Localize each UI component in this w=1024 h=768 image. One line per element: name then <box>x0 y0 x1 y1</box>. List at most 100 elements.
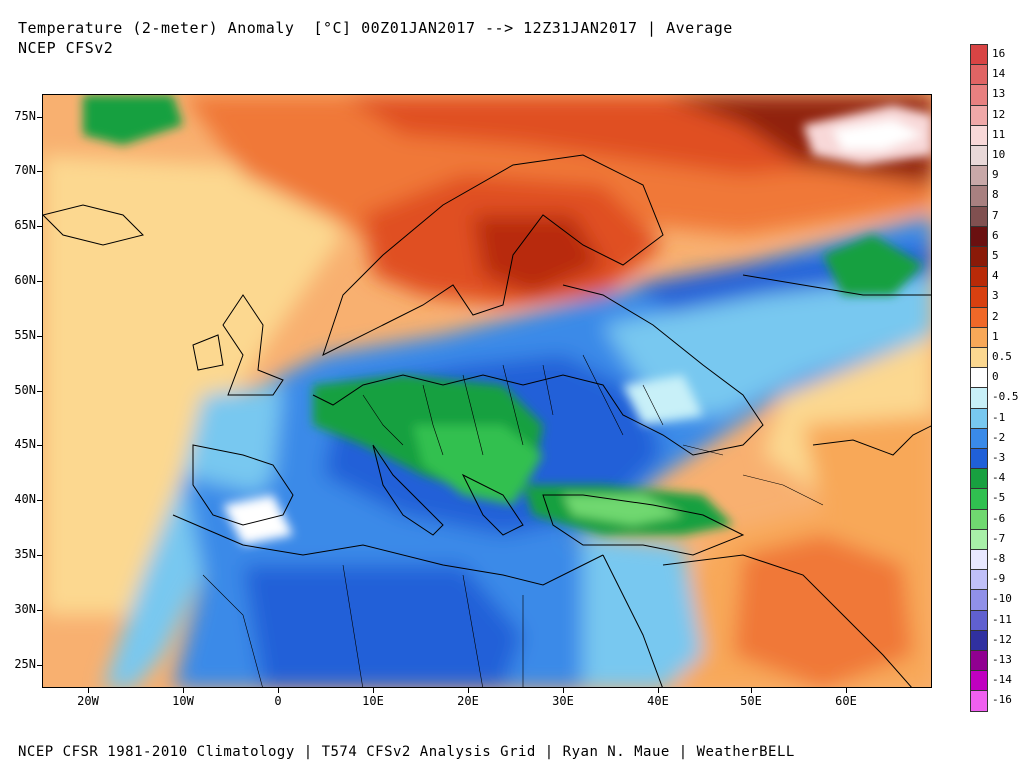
colorbar-label: 5 <box>992 249 999 262</box>
lon-label: 0 <box>274 694 282 708</box>
colorbar-swatch <box>970 589 988 611</box>
lon-label: 20W <box>77 694 99 708</box>
colorbar-label: 9 <box>992 168 999 182</box>
colorbar-label: -1 <box>992 410 1006 424</box>
colorbar-swatch <box>970 165 988 187</box>
colorbar-label: -0.5 <box>992 390 1019 404</box>
lon-tick <box>563 688 564 693</box>
map-footer: NCEP CFSR 1981-2010 Climatology | T574 C… <box>18 744 795 760</box>
colorbar-swatch <box>970 387 988 409</box>
colorbar-label: -13 <box>992 653 1012 666</box>
colorbar-swatch <box>970 569 988 591</box>
colorbar-label: 10 <box>992 148 1006 161</box>
anomaly-field <box>43 95 931 687</box>
colorbar-swatch <box>970 326 988 348</box>
colorbar-swatch <box>970 609 988 631</box>
colorbar-label: 1 <box>992 329 999 343</box>
lon-tick <box>373 688 374 693</box>
colorbar-swatch <box>970 670 988 692</box>
colorbar-label: -9 <box>992 572 1006 586</box>
colorbar-label: 0.5 <box>992 350 1012 363</box>
lon-label: 50E <box>740 694 762 708</box>
lon-tick <box>88 688 89 693</box>
colorbar-swatch <box>970 286 988 308</box>
lat-tick <box>37 445 42 446</box>
lon-tick <box>278 688 279 693</box>
colorbar-swatch <box>970 468 988 490</box>
borders <box>202 354 824 687</box>
colorbar-swatch <box>970 488 988 510</box>
colorbar-label: 0 <box>992 370 999 384</box>
colorbar-label: 6 <box>992 228 999 242</box>
map-title: Temperature (2-meter) Anomaly [°C] 00Z01… <box>18 19 733 37</box>
colorbar-swatch <box>970 508 988 530</box>
colorbar-label: 2 <box>992 309 999 323</box>
colorbar-swatch <box>970 205 988 227</box>
colorbar-label: 11 <box>992 127 1006 141</box>
colorbar-swatch <box>970 266 988 288</box>
lon-tick <box>846 688 847 693</box>
colorbar-label: -4 <box>992 471 1006 485</box>
colorbar-swatch <box>970 448 988 470</box>
lat-tick <box>37 500 42 501</box>
lon-label: 10E <box>362 694 384 708</box>
colorbar-swatch <box>970 528 988 550</box>
lat-label: 35N <box>14 547 36 561</box>
colorbar-swatch <box>970 306 988 328</box>
lat-tick <box>37 281 42 282</box>
lat-label: 75N <box>14 109 36 123</box>
lon-tick <box>658 688 659 693</box>
colorbar-swatch <box>970 225 988 247</box>
colorbar-label: 7 <box>992 208 999 222</box>
lon-tick <box>468 688 469 693</box>
lat-tick <box>37 391 42 392</box>
colorbar-label: -11 <box>992 612 1012 626</box>
colorbar-swatch <box>970 124 988 146</box>
colorbar-swatch <box>970 347 988 369</box>
colorbar-swatch <box>970 549 988 571</box>
lat-tick <box>37 665 42 666</box>
colorbar-label: 12 <box>992 107 1006 121</box>
colorbar-label: 13 <box>992 87 1006 101</box>
colorbar-label: -14 <box>992 673 1012 687</box>
lat-tick <box>37 171 42 172</box>
colorbar-swatch <box>970 367 988 389</box>
coastlines <box>43 154 931 687</box>
lon-label: 60E <box>835 694 857 708</box>
colorbar-swatch <box>970 104 988 126</box>
colorbar-label: 16 <box>992 47 1006 60</box>
lat-label: 40N <box>14 492 36 506</box>
colorbar-swatch <box>970 145 988 167</box>
lat-label: 65N <box>14 218 36 232</box>
lat-tick <box>37 555 42 556</box>
colorbar-label: -6 <box>992 511 1006 525</box>
colorbar-label: 4 <box>992 269 999 283</box>
colorbar-swatch <box>970 690 988 712</box>
map-subtitle: NCEP CFSv2 <box>18 39 114 57</box>
colorbar-swatch <box>970 407 988 429</box>
colorbar-label: -8 <box>992 552 1006 565</box>
colorbar-swatch <box>970 650 988 672</box>
colorbar-swatch <box>970 246 988 268</box>
lat-label: 30N <box>14 602 36 616</box>
lat-tick <box>37 610 42 611</box>
colorbar-label: 3 <box>992 289 999 303</box>
colorbar-label: -10 <box>992 592 1012 606</box>
colorbar-swatch <box>970 44 988 66</box>
colorbar-label: -7 <box>992 531 1006 545</box>
lon-label: 40E <box>647 694 669 708</box>
lon-tick <box>751 688 752 693</box>
lon-label: 20E <box>457 694 479 708</box>
lat-label: 25N <box>14 657 36 671</box>
lat-label: 55N <box>14 328 36 342</box>
colorbar-swatch <box>970 427 988 449</box>
lat-label: 45N <box>14 437 36 451</box>
lon-label: 30E <box>552 694 574 708</box>
lat-label: 60N <box>14 273 36 287</box>
lat-tick <box>37 226 42 227</box>
lat-label: 70N <box>14 163 36 177</box>
colorbar-swatch <box>970 629 988 651</box>
colorbar-label: -16 <box>992 693 1012 707</box>
lon-tick <box>183 688 184 693</box>
lat-label: 50N <box>14 383 36 397</box>
